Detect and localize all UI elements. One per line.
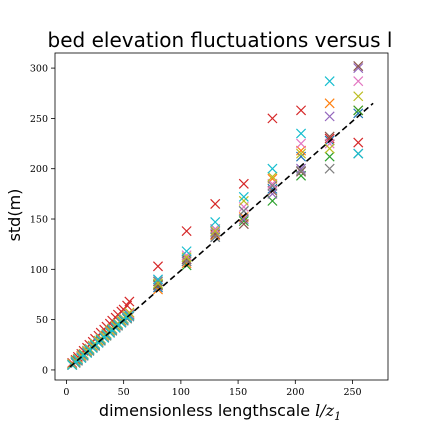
y-tick-label: 150 xyxy=(30,215,48,226)
scatter-point xyxy=(353,76,364,87)
scatter-point xyxy=(124,307,135,318)
scatter-point xyxy=(267,163,278,174)
scatter-point xyxy=(353,63,364,74)
y-axis-label: std(m) xyxy=(5,189,24,242)
x-axis-label: dimensionless lengthscale l/z1 xyxy=(99,401,341,423)
scatter-point xyxy=(296,148,307,159)
scatter-point xyxy=(296,165,307,176)
y-tick-label: 100 xyxy=(30,265,48,276)
scatter-point xyxy=(152,279,164,290)
scatter-point xyxy=(324,151,335,162)
scatter-point xyxy=(238,216,249,227)
scatter-point xyxy=(296,145,307,156)
scatter-point xyxy=(353,148,364,159)
scatter-point xyxy=(210,227,221,238)
y-tick-label: 200 xyxy=(30,164,48,175)
scatter-point xyxy=(181,226,192,237)
scatter-point xyxy=(238,195,249,206)
x-tick-label: 100 xyxy=(172,387,190,398)
scatter-series xyxy=(67,148,364,370)
scatter-point xyxy=(267,171,278,182)
scatter-point xyxy=(353,61,364,72)
scatter-point xyxy=(296,166,307,177)
scatter-point xyxy=(296,105,307,116)
plot-area xyxy=(67,61,374,370)
x-axis-label-text: dimensionless lengthscale xyxy=(99,401,315,420)
scatter-point xyxy=(353,137,364,148)
scatter-point xyxy=(152,261,164,272)
x-axis-label-subscript: 1 xyxy=(334,410,341,423)
scatter-point xyxy=(210,226,221,237)
scatter-point xyxy=(181,256,192,267)
scatter-point xyxy=(152,274,164,285)
y-axis: 0 50 100 150 200 250 300 xyxy=(30,64,55,376)
x-tick-label: 0 xyxy=(63,387,69,398)
scatter-point xyxy=(267,195,278,206)
scatter-point xyxy=(324,133,335,144)
scatter-point xyxy=(267,183,278,194)
scatter-point xyxy=(267,113,278,124)
x-tick-label: 250 xyxy=(343,387,361,398)
scatter-point xyxy=(324,138,335,149)
scatter-point xyxy=(267,178,278,189)
scatter-point xyxy=(353,105,364,116)
reference-line xyxy=(69,102,374,368)
x-tick-label: 50 xyxy=(118,387,130,398)
scatter-point xyxy=(296,128,307,139)
scatter-point xyxy=(267,173,278,184)
scatter-point xyxy=(238,191,249,202)
x-tick-label: 150 xyxy=(229,387,247,398)
x-tick-label: 200 xyxy=(286,387,304,398)
scatter-point xyxy=(181,246,192,257)
scatter-point xyxy=(324,163,335,174)
y-tick-label: 0 xyxy=(42,365,48,376)
scatter-point xyxy=(296,170,307,181)
scatter-point xyxy=(324,76,335,87)
scatter-point xyxy=(124,296,135,307)
scatter-point xyxy=(353,108,364,119)
y-tick-label: 50 xyxy=(36,315,48,326)
scatter-point xyxy=(238,178,249,189)
scatter-point xyxy=(296,138,307,149)
scatter-point xyxy=(210,224,221,235)
scatter-point xyxy=(210,229,221,240)
scatter-point xyxy=(238,219,249,230)
scatter-point xyxy=(324,131,335,142)
y-tick-label: 300 xyxy=(30,64,48,75)
scatter-point xyxy=(210,217,221,228)
x-axis-label-math: l/z xyxy=(315,401,335,420)
scatter-point xyxy=(267,188,278,199)
x-axis: 0 50 100 150 200 250 xyxy=(63,380,362,398)
scatter-point xyxy=(296,163,307,174)
y-tick-label: 250 xyxy=(30,114,48,125)
scatter-point xyxy=(181,254,192,265)
scatter-point xyxy=(324,111,335,122)
plot-frame xyxy=(54,52,389,381)
scatter-point xyxy=(324,98,335,109)
chart-title: bed elevation fluctuations versus l xyxy=(48,28,393,52)
scatter-point xyxy=(210,198,221,209)
scatter-series xyxy=(67,91,364,369)
scatter-point xyxy=(324,143,335,154)
scatter-point xyxy=(353,91,364,102)
scatter-point xyxy=(124,311,135,322)
scatter-point xyxy=(152,276,164,287)
scatter-point xyxy=(152,278,164,289)
scatter-point xyxy=(238,213,249,225)
